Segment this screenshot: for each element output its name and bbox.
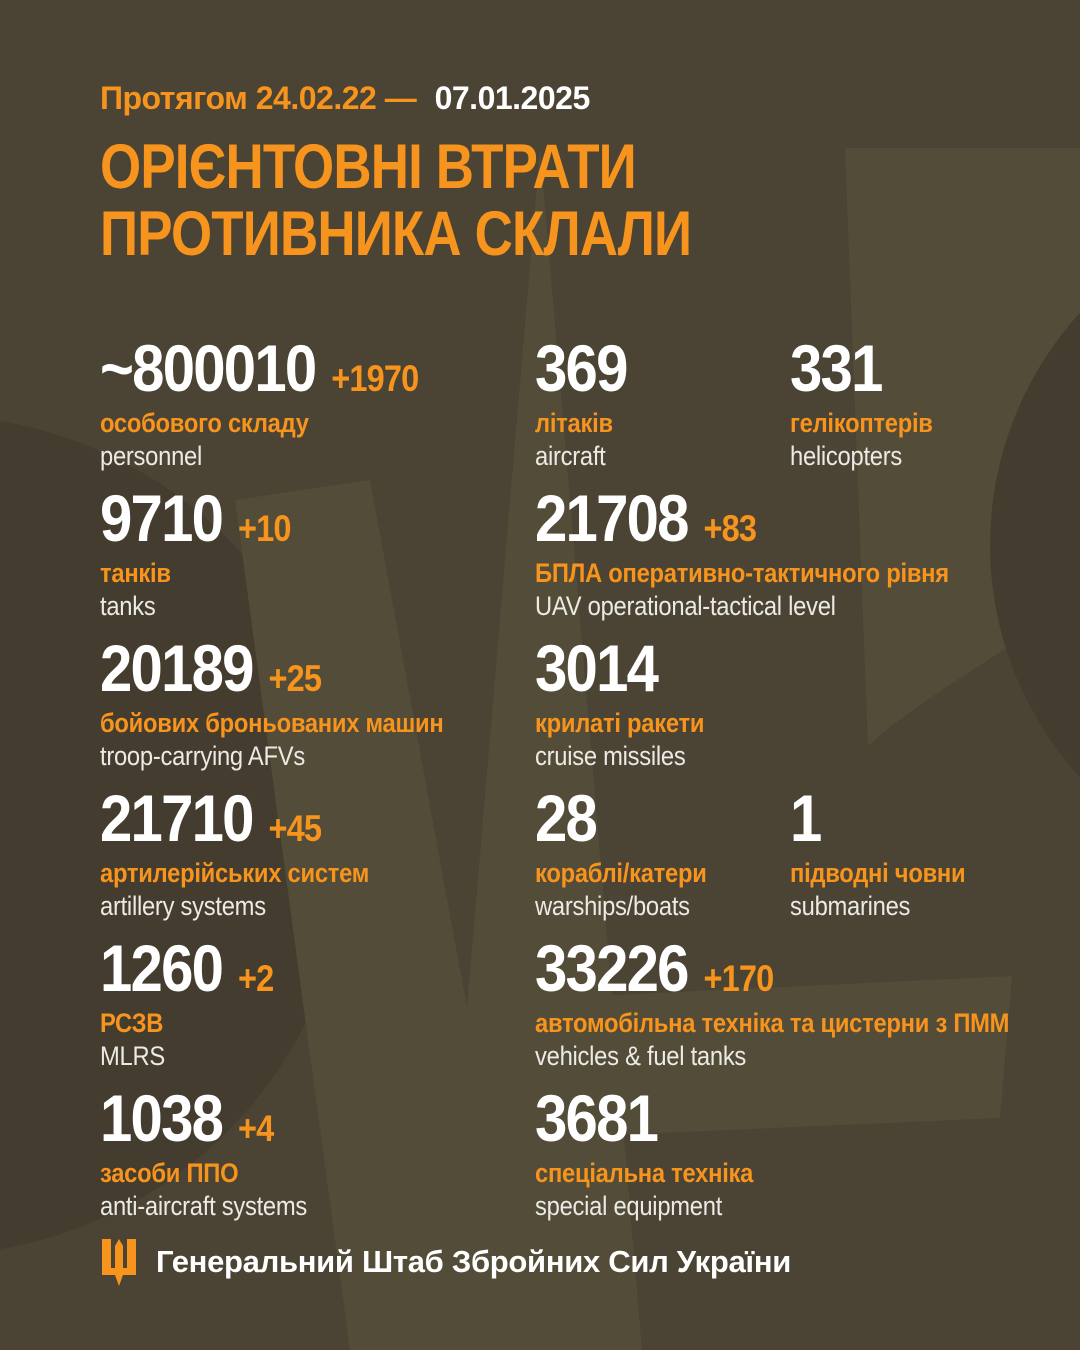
stat-label-uk: особового складу <box>100 408 309 438</box>
stat-label-uk: автомобільна техніка та цистерни з ПММ <box>535 1008 1010 1038</box>
stat-label-en: special equipment <box>535 1191 723 1221</box>
stat-value: 1 <box>790 781 822 855</box>
stat-special-equipment: 3681 спеціальна техніка special equipmen… <box>535 1085 753 1222</box>
stat-personnel: ~800010 +1970 особового складу personnel <box>100 331 419 472</box>
footer: Генеральний Штаб Збройних Сил України <box>100 1236 791 1288</box>
stat-value: ~800010 <box>100 331 317 405</box>
stat-delta: +170 <box>703 958 775 999</box>
footer-org-name: Генеральний Штаб Збройних Сил України <box>156 1244 791 1279</box>
stat-aircraft: 369 літаків aircraft <box>535 331 628 472</box>
stat-submarines: 1 підводні човни submarines <box>790 781 966 922</box>
stat-label-en: aircraft <box>535 441 606 471</box>
stat-label-en: UAV operational-tactical level <box>535 591 836 621</box>
stat-label-uk: засоби ППО <box>100 1158 239 1188</box>
title-line-1: ОРІЄНТОВНІ ВТРАТИ <box>100 132 637 202</box>
stat-anti-aircraft: 1038 +4 засоби ППО anti-aircraft systems <box>100 1085 307 1222</box>
stat-label-en: tanks <box>100 591 156 621</box>
stat-cruise-missiles: 3014 крилаті ракети cruise missiles <box>535 635 704 772</box>
stat-label-uk: літаків <box>535 408 613 438</box>
stat-label-en: artillery systems <box>100 891 266 921</box>
stat-artillery: 21710 +45 артилерійських систем artiller… <box>100 785 369 922</box>
stat-value: 1038 <box>100 1081 224 1155</box>
stat-uav: 21708 +83 БПЛА оперативно-тактичного рів… <box>535 485 949 622</box>
stat-label-en: personnel <box>100 441 202 471</box>
stat-value: 21708 <box>535 481 689 555</box>
period-prefix: Протягом 24.02.22 — <box>100 80 417 116</box>
stat-label-uk: танків <box>100 558 171 588</box>
stat-helicopters: 331 гелікоптерів helicopters <box>790 335 933 472</box>
title-line-2: ПРОТИВНИКА СКЛАЛИ <box>100 199 692 269</box>
stat-label-en: MLRS <box>100 1041 165 1071</box>
stat-value: 3014 <box>535 631 659 705</box>
stat-label-en: vehicles & fuel tanks <box>535 1041 747 1071</box>
stat-label-en: warships/boats <box>535 891 690 921</box>
stat-delta: +4 <box>238 1108 274 1149</box>
stat-delta: +25 <box>268 658 322 699</box>
stat-delta: +2 <box>238 958 274 999</box>
stat-delta: +83 <box>703 508 757 549</box>
stat-label-uk: кораблі/катери <box>535 858 707 888</box>
stat-label-uk: крилаті ракети <box>535 708 705 738</box>
stat-label-en: anti-aircraft systems <box>100 1191 308 1221</box>
stat-label-en: helicopters <box>790 441 903 471</box>
stat-value: 33226 <box>535 931 689 1005</box>
stat-delta: +1970 <box>331 358 419 399</box>
stat-mlrs: 1260 +2 РСЗВ MLRS <box>100 931 274 1072</box>
stat-delta: +10 <box>238 508 291 549</box>
report-date: 07.01.2025 <box>434 80 591 116</box>
stat-label-uk: гелікоптерів <box>790 408 933 438</box>
trident-icon <box>102 1239 136 1286</box>
page-title: ОРІЄНТОВНІ ВТРАТИ ПРОТИВНИКА СКЛАЛИ <box>100 132 692 269</box>
stat-afv: 20189 +25 бойових броньованих машин troo… <box>100 631 444 772</box>
stat-value: 21710 <box>100 781 254 855</box>
stat-vehicles-fuel-tanks: 33226 +170 автомобільна техніка та цисте… <box>535 935 1009 1072</box>
stat-label-en: troop-carrying AFVs <box>100 741 305 771</box>
stat-label-uk: спеціальна техніка <box>535 1158 754 1188</box>
stat-delta: +45 <box>268 808 322 849</box>
stat-value: 9710 <box>100 481 224 555</box>
stat-value: 20189 <box>100 631 254 705</box>
stat-label-uk: бойових броньованих машин <box>100 708 444 738</box>
stat-tanks: 9710 +10 танків tanks <box>100 485 291 622</box>
stat-label-en: cruise missiles <box>535 741 686 771</box>
stat-label-uk: РСЗВ <box>100 1008 164 1038</box>
stat-value: 3681 <box>535 1081 659 1155</box>
stat-label-en: submarines <box>790 891 911 921</box>
stat-label-uk: підводні човни <box>790 858 966 888</box>
stat-label-uk: артилерійських систем <box>100 858 370 888</box>
stat-value: 1260 <box>100 931 224 1005</box>
stat-label-uk: БПЛА оперативно-тактичного рівня <box>535 558 949 588</box>
stat-value: 369 <box>535 331 628 405</box>
report-period: Протягом 24.02.22 — 07.01.2025 <box>100 80 590 116</box>
stat-warships: 28 кораблі/катери warships/boats <box>535 785 707 922</box>
stat-value: 331 <box>790 331 883 405</box>
stat-value: 28 <box>535 781 598 855</box>
